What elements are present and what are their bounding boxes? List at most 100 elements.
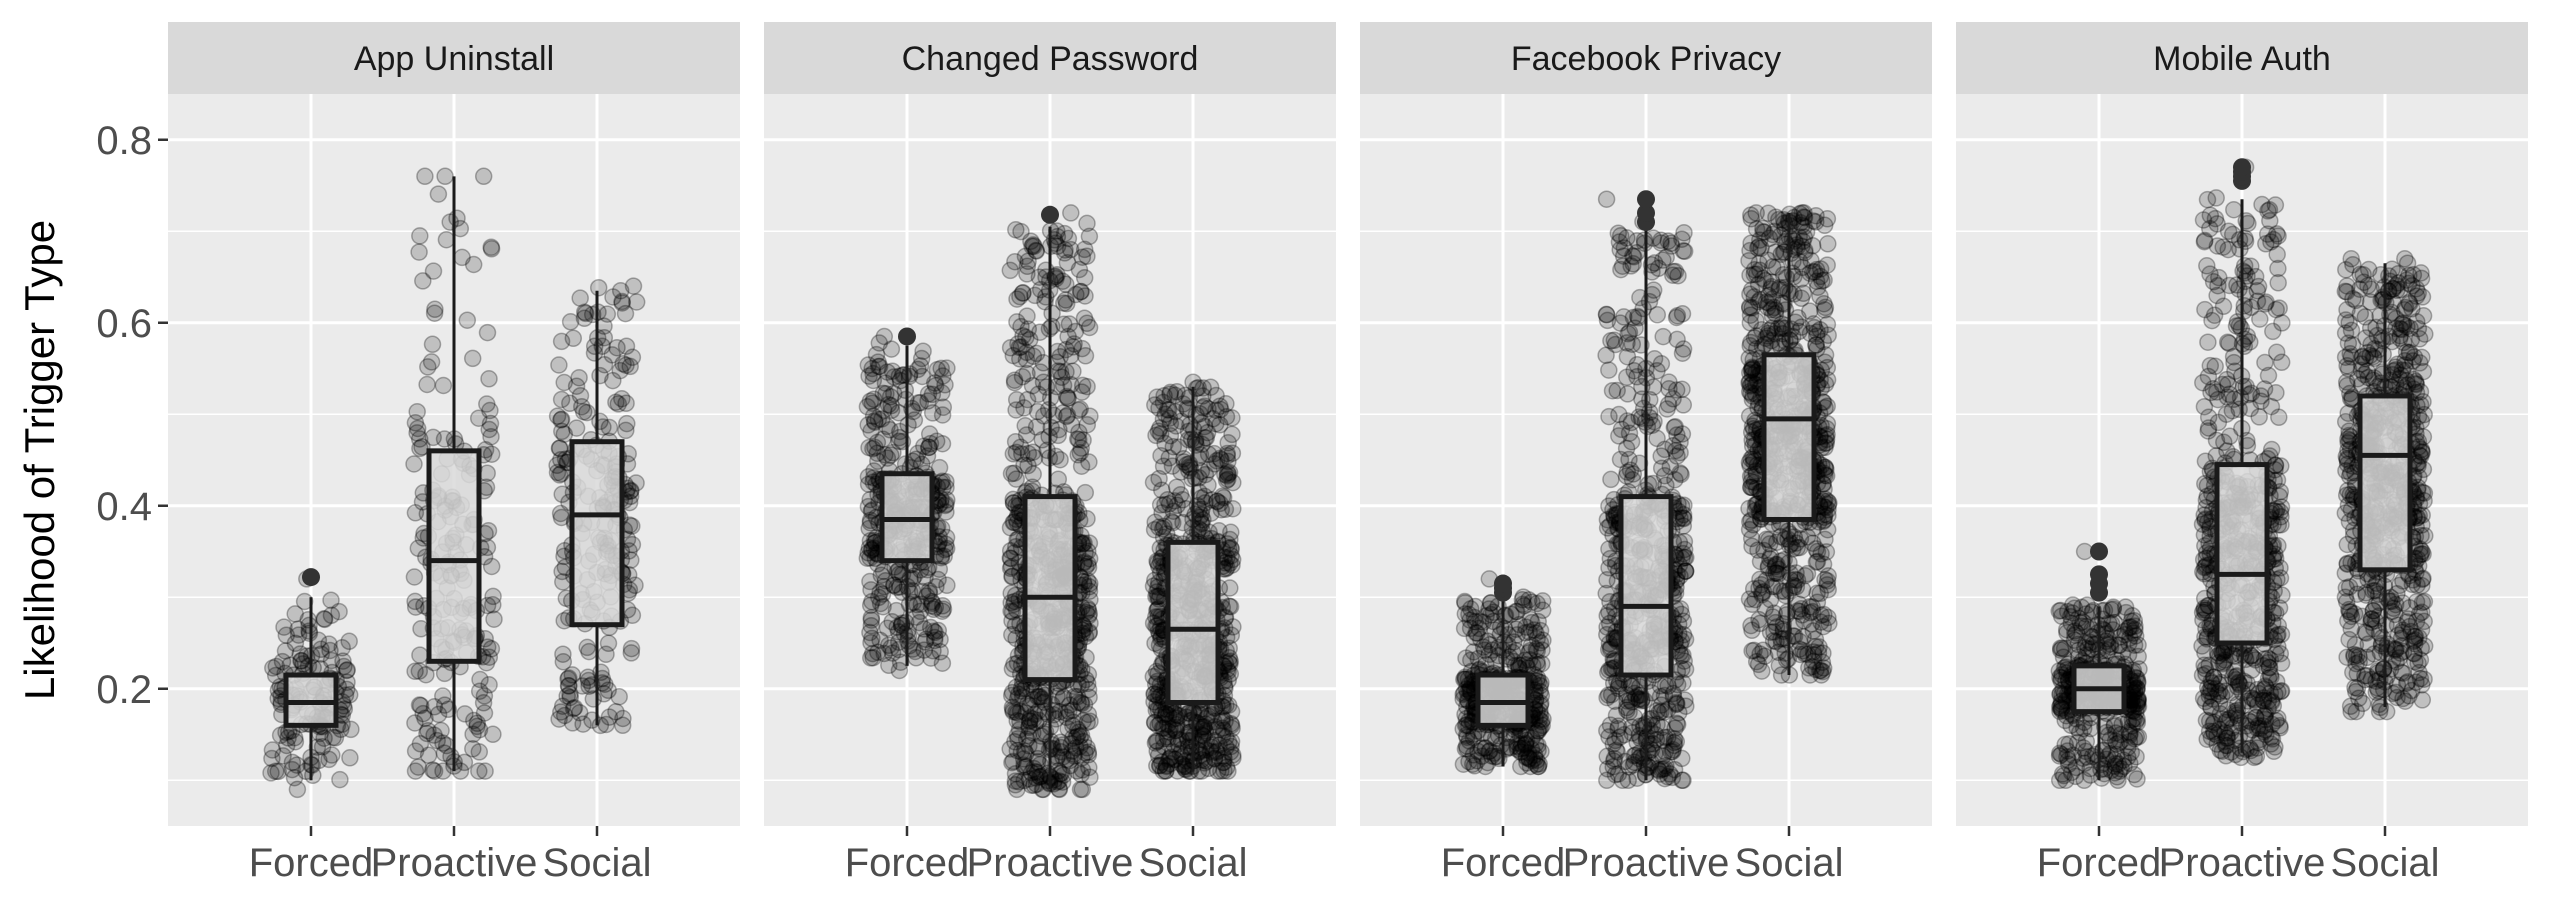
jitter-point xyxy=(608,338,626,357)
x-tick-label: Social xyxy=(543,841,652,885)
jitter-point xyxy=(1763,577,1782,596)
jitter-point xyxy=(936,535,955,553)
jitter-point xyxy=(1776,644,1794,662)
jitter-point xyxy=(469,409,488,427)
jitter-point xyxy=(933,602,952,620)
jitter-point xyxy=(435,744,454,762)
jitter-point xyxy=(1661,457,1680,476)
x-tick-label: Forced xyxy=(845,841,970,885)
jitter-point xyxy=(548,407,567,425)
jitter-point xyxy=(550,356,568,374)
jitter-point xyxy=(474,694,493,712)
jitter-point xyxy=(322,606,341,625)
jitter-point xyxy=(405,568,424,586)
jitter-point xyxy=(434,687,452,705)
jitter-point xyxy=(1650,703,1668,722)
jitter-point xyxy=(1656,440,1674,459)
jitter-point xyxy=(263,741,282,759)
jitter-point xyxy=(283,753,302,772)
jitter-point xyxy=(1740,373,1758,392)
jitter-point xyxy=(1651,677,1670,695)
jitter-point xyxy=(552,464,570,483)
jitter-point xyxy=(1795,228,1814,246)
jitter-point xyxy=(613,716,632,735)
outlier-point xyxy=(898,327,916,346)
jitter-point xyxy=(308,738,327,756)
facet-strip xyxy=(764,22,1336,94)
jitter-point xyxy=(1219,433,1237,452)
jitter-point xyxy=(1742,209,1761,228)
jitter-point xyxy=(1759,204,1778,222)
jitter-point xyxy=(862,422,880,440)
jitter-point xyxy=(1659,232,1678,250)
jitter-point xyxy=(2102,615,2121,633)
jitter-point xyxy=(425,762,444,780)
jitter-point xyxy=(482,238,500,256)
jitter-point xyxy=(1818,572,1837,590)
jitter-point xyxy=(617,421,635,440)
jitter-point xyxy=(1756,647,1774,665)
jitter-point xyxy=(478,395,496,413)
jitter-point xyxy=(1150,399,1168,417)
jitter-point xyxy=(1004,494,1023,512)
jitter-point xyxy=(1145,685,1163,703)
jitter-point xyxy=(874,430,892,448)
jitter-point xyxy=(570,703,589,722)
jitter-point xyxy=(938,576,956,595)
jitter-point xyxy=(304,766,322,785)
jitter-point xyxy=(552,332,571,351)
jitter-point xyxy=(1640,403,1659,421)
jitter-point xyxy=(2059,751,2077,770)
jitter-point xyxy=(1053,689,1072,708)
jitter-point xyxy=(1625,753,1644,772)
jitter-point xyxy=(1481,741,1499,760)
jitter-point xyxy=(2053,666,2071,684)
jitter-point xyxy=(1816,434,1834,452)
jitter-point xyxy=(1761,623,1780,641)
jitter-point xyxy=(1062,204,1080,222)
jitter-point xyxy=(591,716,610,735)
jitter-point xyxy=(613,292,631,311)
jitter-point xyxy=(604,371,622,390)
jitter-point xyxy=(879,395,898,414)
jitter-point xyxy=(263,749,281,768)
jitter-point xyxy=(436,167,454,186)
jitter-point xyxy=(289,626,308,644)
jitter-point xyxy=(553,697,572,715)
jitter-point xyxy=(599,634,618,653)
jitter-point xyxy=(552,703,570,721)
jitter-point xyxy=(551,504,570,523)
jitter-point xyxy=(1623,470,1642,489)
jitter-point xyxy=(425,726,443,744)
jitter-point xyxy=(1003,626,1021,644)
facet-title: Facebook Privacy xyxy=(1511,40,1781,78)
jitter-point xyxy=(1602,470,1620,489)
jitter-point xyxy=(937,503,955,521)
jitter-point xyxy=(1529,757,1548,776)
jitter-point xyxy=(1007,221,1025,239)
jitter-point xyxy=(1652,355,1671,373)
jitter-point xyxy=(570,368,588,387)
jitter-point xyxy=(424,428,442,447)
jitter-point xyxy=(1742,234,1760,252)
jitter-point xyxy=(603,346,621,364)
jitter-point xyxy=(1816,298,1835,317)
jitter-point xyxy=(1502,605,1520,623)
jitter-point xyxy=(564,329,583,348)
jitter-point xyxy=(442,747,460,766)
jitter-point xyxy=(1623,677,1641,696)
jitter-point xyxy=(1741,285,1759,303)
jitter-point xyxy=(264,659,282,677)
jitter-point xyxy=(405,455,423,473)
jitter-point xyxy=(1634,299,1652,318)
jitter-point xyxy=(408,402,426,421)
jitter-point xyxy=(890,661,909,680)
jitter-point xyxy=(426,300,444,319)
jitter-point xyxy=(285,728,304,747)
jitter-point xyxy=(555,425,574,443)
jitter-point xyxy=(1461,611,1479,629)
jitter-point xyxy=(1600,407,1618,426)
jitter-point xyxy=(863,394,882,412)
